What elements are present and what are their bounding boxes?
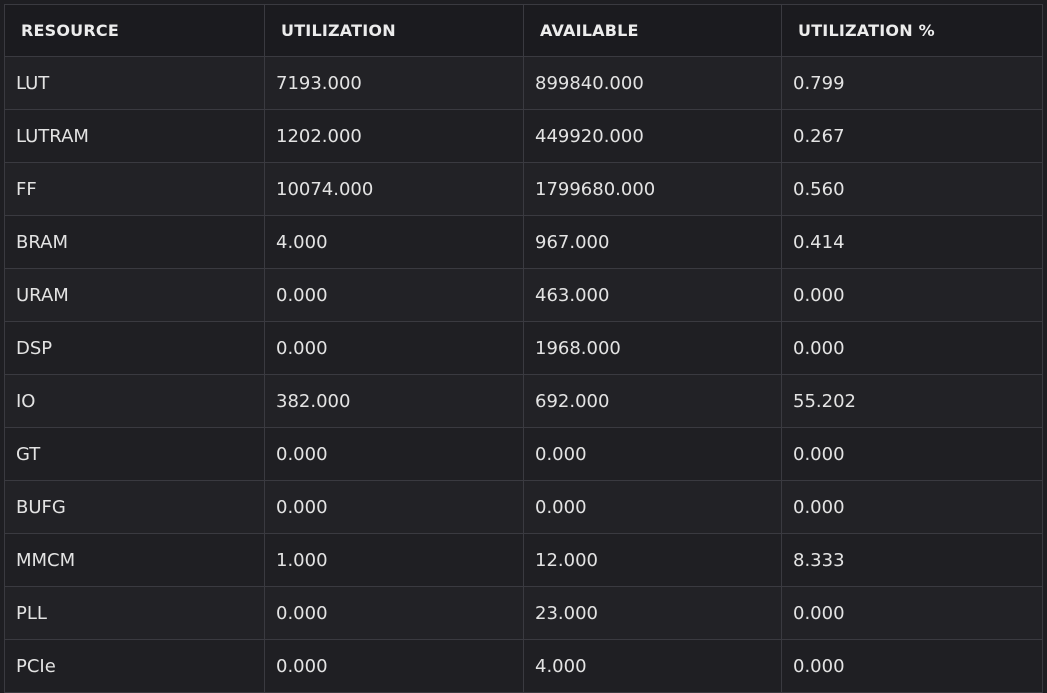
cell-resource: URAM: [4, 268, 265, 322]
cell-utilization-percent: 0.000: [781, 321, 1043, 375]
table-row[interactable]: DSP 0.000 1968.000 0.000: [4, 321, 1043, 375]
cell-resource: DSP: [4, 321, 265, 375]
table-row[interactable]: BUFG 0.000 0.000 0.000: [4, 480, 1043, 534]
cell-utilization: 0.000: [264, 268, 524, 322]
cell-available: 4.000: [523, 639, 782, 693]
cell-resource: MMCM: [4, 533, 265, 587]
table-row[interactable]: PCIe 0.000 4.000 0.000: [4, 639, 1043, 693]
cell-resource: PCIe: [4, 639, 265, 693]
cell-utilization: 382.000: [264, 374, 524, 428]
cell-utilization-percent: 0.000: [781, 268, 1043, 322]
cell-utilization-percent: 0.000: [781, 586, 1043, 640]
cell-utilization-percent: 0.560: [781, 162, 1043, 216]
column-header-utilization[interactable]: UTILIZATION: [264, 4, 524, 57]
cell-resource: IO: [4, 374, 265, 428]
cell-utilization: 7193.000: [264, 56, 524, 110]
cell-available: 899840.000: [523, 56, 782, 110]
cell-available: 692.000: [523, 374, 782, 428]
table-row[interactable]: LUT 7193.000 899840.000 0.799: [4, 56, 1043, 110]
table-body: LUT 7193.000 899840.000 0.799 LUTRAM 1202.000…: [4, 56, 1043, 693]
cell-utilization: 4.000: [264, 215, 524, 269]
cell-utilization-percent: 0.000: [781, 480, 1043, 534]
cell-utilization-percent: 0.799: [781, 56, 1043, 110]
cell-utilization: 0.000: [264, 321, 524, 375]
cell-available: 967.000: [523, 215, 782, 269]
cell-available: 23.000: [523, 586, 782, 640]
cell-resource: BUFG: [4, 480, 265, 534]
table-header: RESOURCE UTILIZATION AVAILABLE UTILIZATI…: [4, 4, 1043, 57]
cell-available: 449920.000: [523, 109, 782, 163]
cell-available: 1799680.000: [523, 162, 782, 216]
cell-available: 0.000: [523, 427, 782, 481]
table-row[interactable]: IO 382.000 692.000 55.202: [4, 374, 1043, 428]
cell-utilization: 0.000: [264, 427, 524, 481]
cell-utilization-percent: 0.000: [781, 639, 1043, 693]
cell-utilization: 1.000: [264, 533, 524, 587]
utilization-table-container: RESOURCE UTILIZATION AVAILABLE UTILIZATI…: [4, 4, 1043, 693]
table-row[interactable]: FF 10074.000 1799680.000 0.560: [4, 162, 1043, 216]
cell-resource: LUT: [4, 56, 265, 110]
cell-resource: LUTRAM: [4, 109, 265, 163]
table-row[interactable]: MMCM 1.000 12.000 8.333: [4, 533, 1043, 587]
utilization-table: RESOURCE UTILIZATION AVAILABLE UTILIZATI…: [4, 4, 1043, 693]
table-row[interactable]: URAM 0.000 463.000 0.000: [4, 268, 1043, 322]
cell-utilization-percent: 8.333: [781, 533, 1043, 587]
cell-resource: BRAM: [4, 215, 265, 269]
table-row[interactable]: LUTRAM 1202.000 449920.000 0.267: [4, 109, 1043, 163]
cell-resource: PLL: [4, 586, 265, 640]
cell-utilization-percent: 0.000: [781, 427, 1043, 481]
cell-utilization: 10074.000: [264, 162, 524, 216]
table-row[interactable]: GT 0.000 0.000 0.000: [4, 427, 1043, 481]
column-header-available[interactable]: AVAILABLE: [523, 4, 782, 57]
header-row: RESOURCE UTILIZATION AVAILABLE UTILIZATI…: [4, 4, 1043, 57]
cell-utilization: 0.000: [264, 586, 524, 640]
table-row[interactable]: BRAM 4.000 967.000 0.414: [4, 215, 1043, 269]
cell-available: 0.000: [523, 480, 782, 534]
cell-utilization-percent: 0.414: [781, 215, 1043, 269]
cell-utilization: 0.000: [264, 480, 524, 534]
cell-resource: FF: [4, 162, 265, 216]
column-header-utilization-percent[interactable]: UTILIZATION %: [781, 4, 1043, 57]
cell-utilization: 0.000: [264, 639, 524, 693]
cell-available: 463.000: [523, 268, 782, 322]
cell-resource: GT: [4, 427, 265, 481]
cell-available: 1968.000: [523, 321, 782, 375]
cell-utilization-percent: 55.202: [781, 374, 1043, 428]
table-row[interactable]: PLL 0.000 23.000 0.000: [4, 586, 1043, 640]
cell-utilization-percent: 0.267: [781, 109, 1043, 163]
cell-available: 12.000: [523, 533, 782, 587]
cell-utilization: 1202.000: [264, 109, 524, 163]
column-header-resource[interactable]: RESOURCE: [4, 4, 265, 57]
